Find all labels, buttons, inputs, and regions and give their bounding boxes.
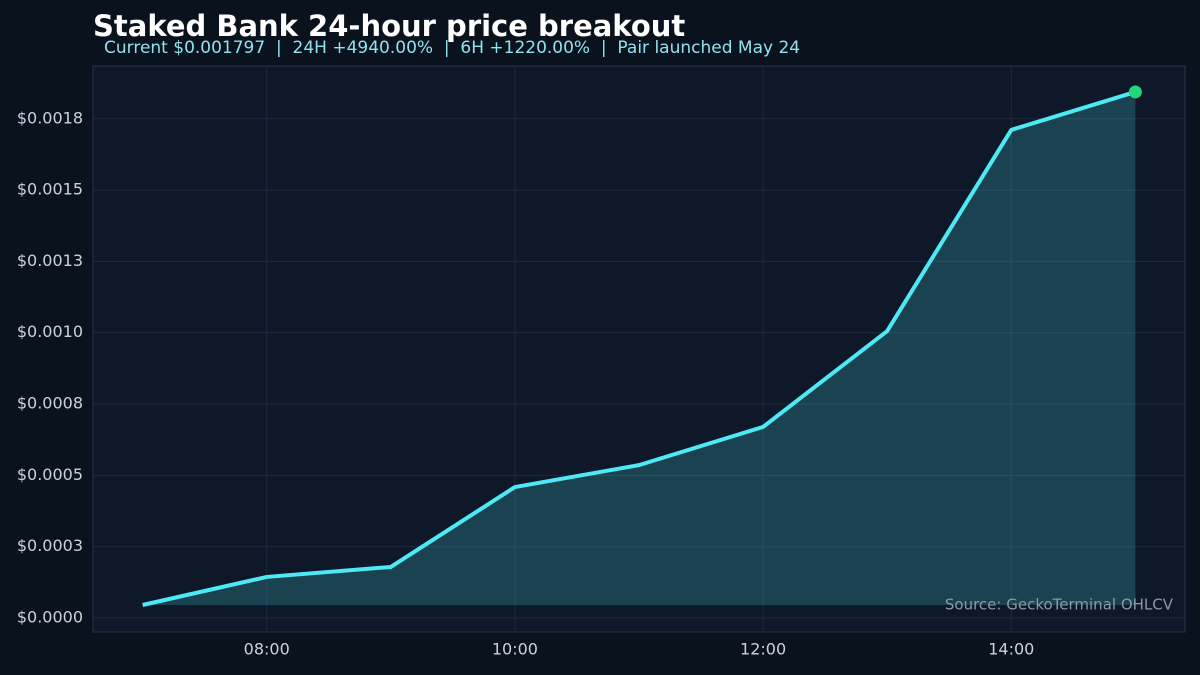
last-price-marker xyxy=(1128,85,1142,99)
x-tick-label: 10:00 xyxy=(492,640,538,659)
x-tick-label: 08:00 xyxy=(244,640,290,659)
price-area xyxy=(142,91,1136,606)
price-line xyxy=(142,90,1136,607)
y-tick-label: $0.0018 xyxy=(17,108,83,127)
chart-title: Staked Bank 24-hour price breakout xyxy=(93,9,685,43)
source-note: Source: GeckoTerminal OHLCV xyxy=(945,596,1174,614)
y-tick-label: $0.0013 xyxy=(17,251,83,270)
chart-subtitle: Current $0.001797 | 24H +4940.00% | 6H +… xyxy=(104,38,800,58)
y-tick-label: $0.0003 xyxy=(17,536,83,555)
y-tick-label: $0.0008 xyxy=(17,394,83,413)
plot-area xyxy=(92,65,1186,633)
y-tick-label: $0.0015 xyxy=(17,180,83,199)
y-tick-label: $0.0000 xyxy=(17,608,83,627)
y-tick-label: $0.0010 xyxy=(17,322,83,341)
x-tick-label: 12:00 xyxy=(740,640,786,659)
x-tick-label: 14:00 xyxy=(988,640,1034,659)
y-tick-label: $0.0005 xyxy=(17,465,83,484)
